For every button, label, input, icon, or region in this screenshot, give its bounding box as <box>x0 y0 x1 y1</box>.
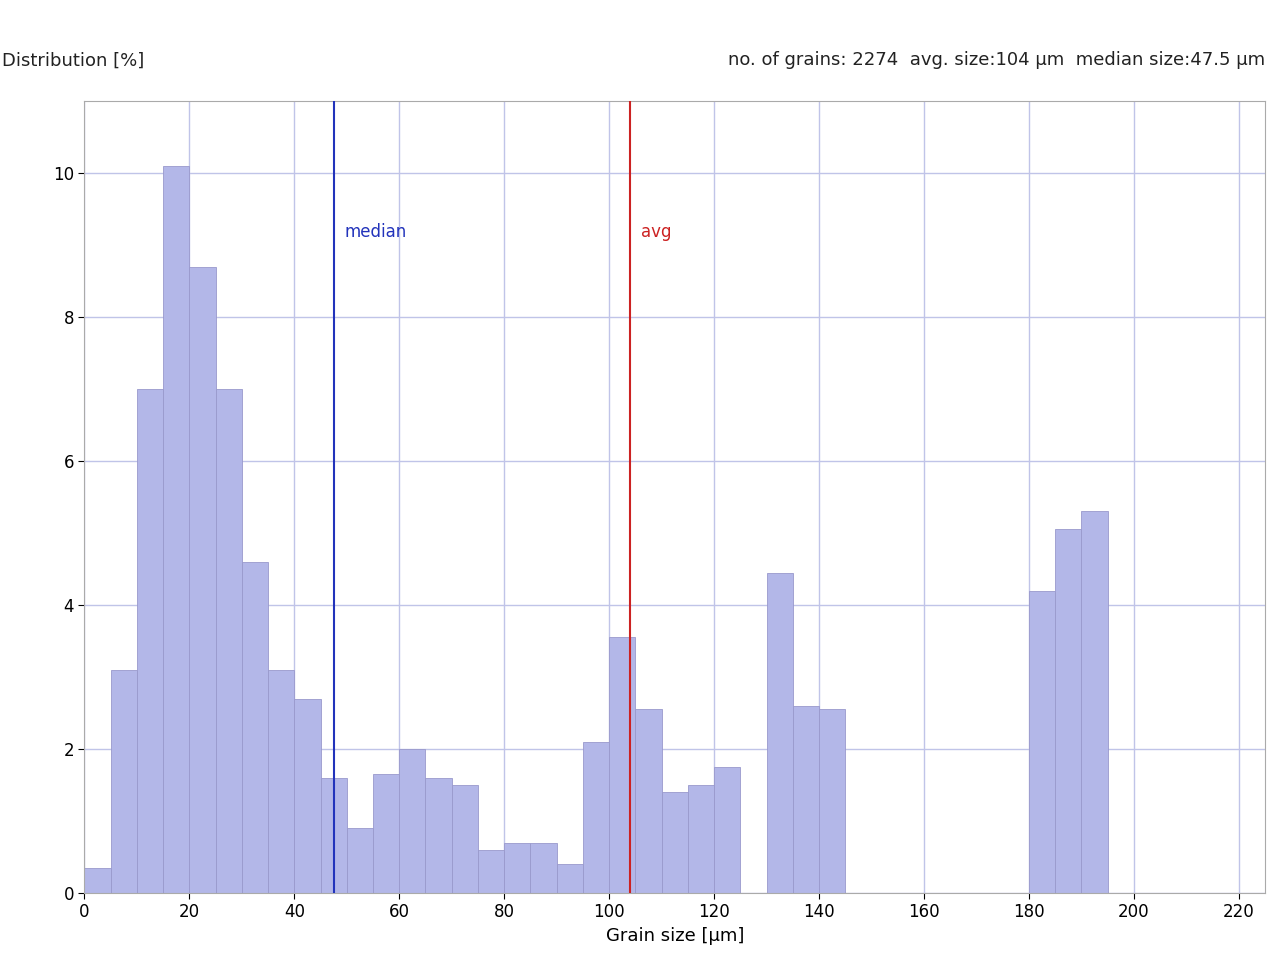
Text: no. of grains: 2274  avg. size:104 μm  median size:47.5 μm: no. of grains: 2274 avg. size:104 μm med… <box>728 51 1265 69</box>
Bar <box>137 389 163 893</box>
Bar <box>372 774 399 893</box>
Bar <box>1055 529 1082 893</box>
Bar <box>792 706 819 893</box>
Bar <box>399 749 425 893</box>
Bar <box>557 864 582 893</box>
Bar <box>582 742 609 893</box>
Bar <box>425 778 452 893</box>
Bar <box>215 389 242 893</box>
Text: Distribution [%]: Distribution [%] <box>1 51 145 69</box>
Bar <box>609 637 635 893</box>
Bar <box>110 670 137 893</box>
Bar <box>819 709 845 893</box>
X-axis label: Grain size [μm]: Grain size [μm] <box>605 927 744 945</box>
Bar <box>504 843 530 893</box>
Bar <box>714 767 740 893</box>
Bar <box>687 785 714 893</box>
Bar <box>268 670 294 893</box>
Bar <box>189 267 215 893</box>
Bar <box>767 572 792 893</box>
Bar <box>1082 512 1107 893</box>
Bar <box>347 828 372 893</box>
Bar <box>477 850 504 893</box>
Bar <box>530 843 557 893</box>
Bar <box>320 778 347 893</box>
Bar <box>452 785 477 893</box>
Bar <box>242 562 268 893</box>
Text: median: median <box>344 224 407 241</box>
Bar <box>294 699 320 893</box>
Bar <box>163 166 189 893</box>
Text: avg: avg <box>640 224 671 241</box>
Bar <box>662 792 687 893</box>
Bar <box>84 868 110 893</box>
Bar <box>635 709 662 893</box>
Bar <box>1029 590 1055 893</box>
